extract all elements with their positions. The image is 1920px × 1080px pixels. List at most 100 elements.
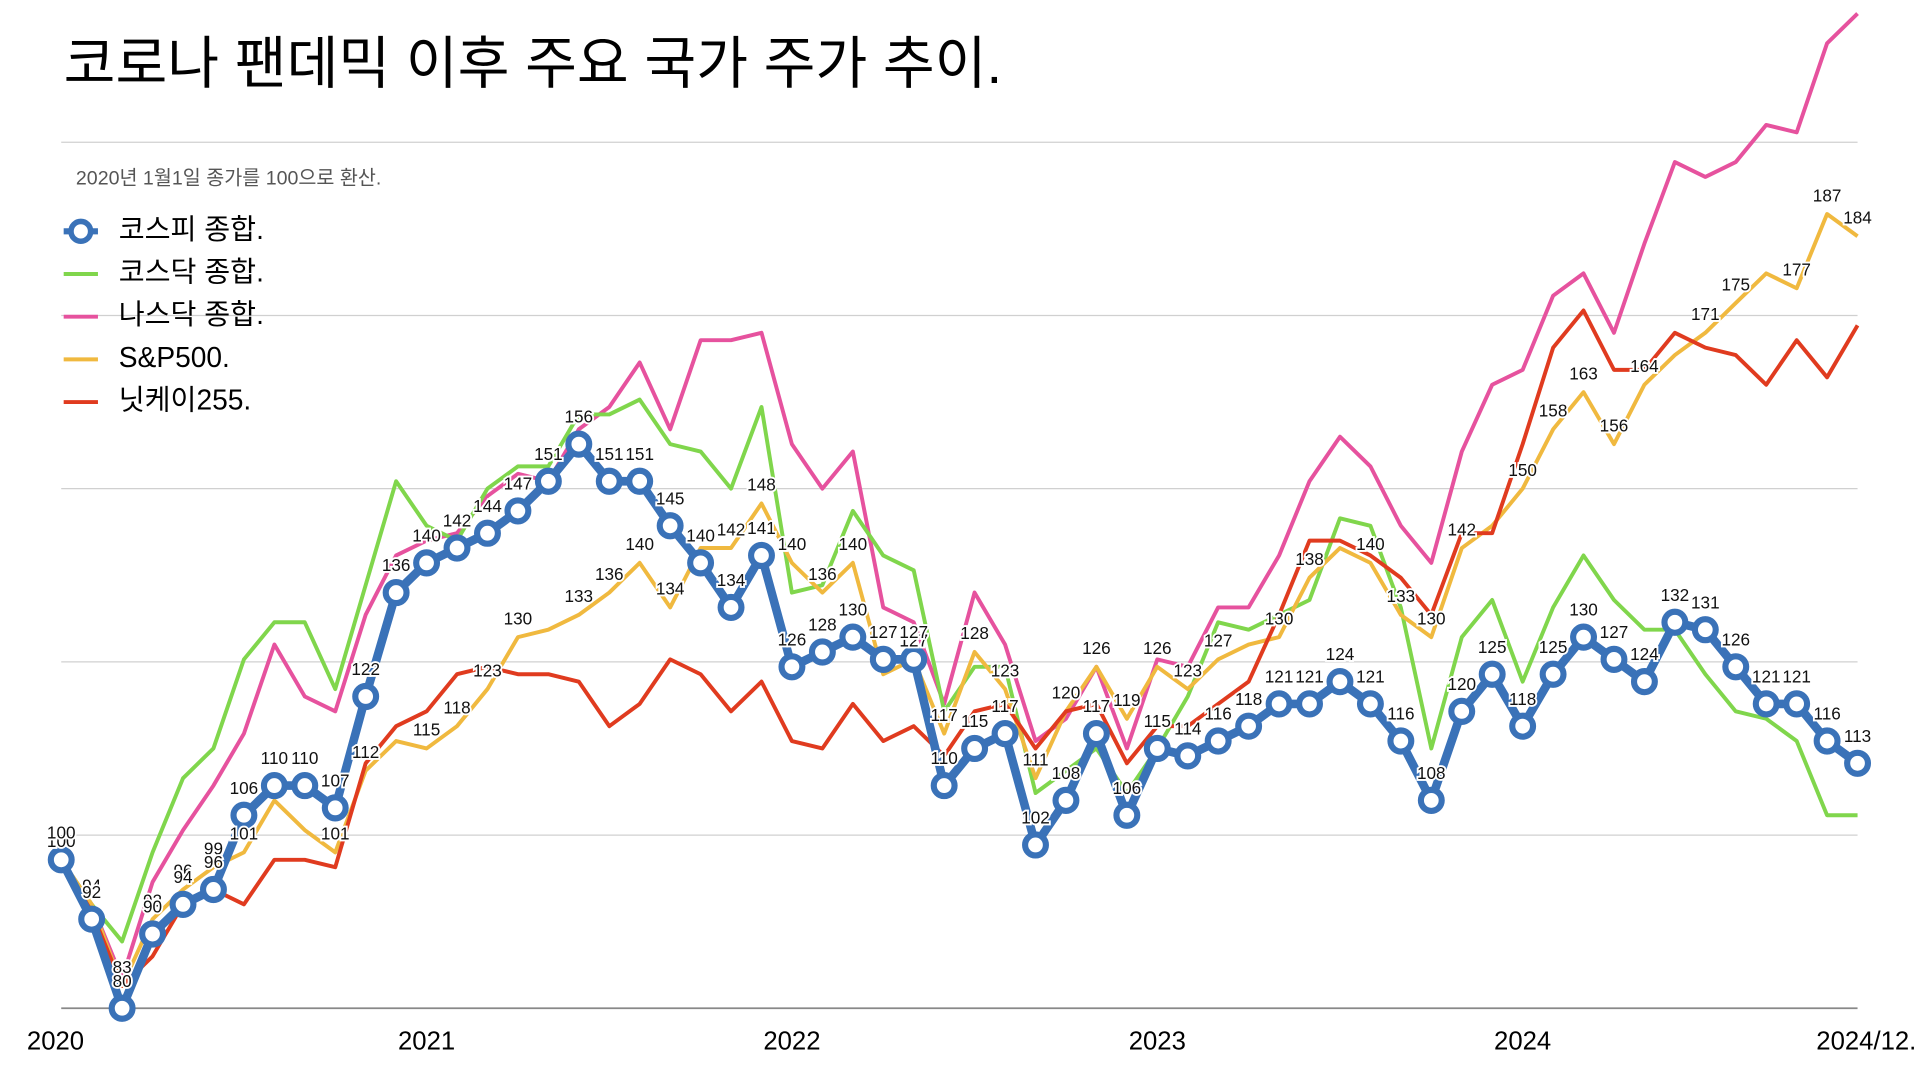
- point-marker: [717, 593, 745, 622]
- data-label: 164: [1630, 356, 1659, 376]
- point-marker: [504, 497, 532, 525]
- legend-label: 닛케이255.: [119, 383, 252, 415]
- point-marker: [352, 682, 380, 711]
- point-marker: [199, 875, 227, 904]
- point-marker: [900, 645, 928, 673]
- point-marker: [1844, 749, 1872, 777]
- legend-marker: [68, 218, 94, 245]
- data-label: 130: [839, 600, 868, 620]
- data-label: 92: [82, 882, 101, 902]
- data-label: 140: [778, 534, 807, 554]
- point-marker: [778, 653, 806, 681]
- point-marker: [1326, 668, 1354, 696]
- data-label: 108: [1052, 763, 1081, 783]
- point-marker: [1478, 660, 1506, 688]
- data-label: 123: [473, 660, 502, 680]
- data-label: 145: [656, 488, 685, 508]
- data-label: 111: [1022, 749, 1048, 769]
- data-label: 130: [1417, 608, 1446, 628]
- x-tick-label: 2023: [1129, 1028, 1186, 1056]
- data-label: 96: [204, 852, 223, 872]
- point-marker: [230, 801, 258, 829]
- x-tick-label: 2024: [1494, 1028, 1551, 1056]
- data-label: 124: [1630, 644, 1659, 664]
- data-label: 112: [352, 742, 379, 762]
- point-marker: [565, 430, 593, 458]
- point-marker: [169, 890, 197, 918]
- data-label: 130: [504, 608, 533, 628]
- point-marker: [1387, 727, 1415, 755]
- data-label: 123: [991, 660, 1020, 680]
- data-label: 120: [1052, 683, 1081, 703]
- point-marker: [382, 578, 410, 607]
- point-marker: [413, 549, 441, 577]
- data-label: 125: [1478, 637, 1507, 657]
- data-label: 187: [1813, 185, 1842, 205]
- point-marker: [1752, 690, 1780, 718]
- data-label: 136: [595, 564, 624, 584]
- data-label: 151: [625, 444, 654, 464]
- data-label: 171: [1691, 304, 1720, 324]
- x-tick-label: 2022: [763, 1028, 820, 1056]
- point-marker: [260, 771, 288, 800]
- data-label: 177: [1782, 259, 1811, 279]
- data-label: 125: [1539, 637, 1568, 657]
- point-marker: [1174, 742, 1202, 770]
- point-marker: [687, 549, 715, 577]
- point-marker: [108, 994, 136, 1022]
- data-label: 134: [717, 570, 746, 590]
- data-label: 110: [291, 748, 318, 768]
- point-marker: [656, 512, 684, 540]
- data-label: 142: [717, 519, 746, 539]
- legend-label: 나스닥 종합.: [119, 298, 264, 330]
- point-marker: [291, 771, 319, 800]
- x-tick-label: 2024/12.: [1816, 1028, 1916, 1056]
- data-label: 156: [1600, 415, 1629, 435]
- data-label: 126: [1721, 629, 1750, 649]
- x-tick-label: 2021: [398, 1028, 455, 1056]
- data-label: 140: [686, 525, 715, 545]
- data-label: 116: [1387, 704, 1414, 724]
- point-marker: [1113, 801, 1141, 829]
- legend-label: S&P500.: [119, 341, 230, 373]
- data-label: 127: [899, 622, 928, 642]
- data-label: 132: [1661, 585, 1690, 605]
- data-label: 150: [1508, 460, 1537, 480]
- data-label: 126: [1143, 638, 1172, 658]
- point-marker: [1082, 720, 1110, 748]
- point-marker: [78, 905, 106, 933]
- data-label: 107: [321, 770, 350, 790]
- data-label: 116: [1813, 704, 1840, 724]
- data-label: 94: [173, 867, 192, 887]
- data-label: 106: [230, 778, 259, 798]
- data-label: 130: [1569, 600, 1598, 620]
- point-marker: [1630, 668, 1658, 696]
- data-label: 96: [173, 861, 192, 881]
- data-label: 113: [1844, 726, 1871, 746]
- data-label: 108: [1417, 763, 1446, 783]
- data-label: 126: [778, 629, 807, 649]
- data-label: 90: [143, 897, 162, 917]
- chart-subtitle: 2020년 1월1일 종가를 100으로 환산.: [76, 168, 381, 190]
- point-marker: [534, 467, 562, 495]
- data-label: 115: [413, 720, 440, 740]
- data-label: 110: [931, 748, 958, 768]
- legend-label: 코스피 종합.: [119, 213, 264, 245]
- point-marker: [321, 794, 349, 822]
- data-label: 117: [991, 696, 1018, 716]
- data-label: 117: [1083, 696, 1110, 716]
- point-marker: [1509, 712, 1537, 740]
- data-label: 158: [1539, 400, 1568, 420]
- data-label: 128: [808, 614, 837, 634]
- point-marker: [443, 534, 471, 562]
- data-label: 127: [899, 631, 928, 651]
- legend-label: 코스닥 종합.: [119, 255, 264, 287]
- point-marker: [1539, 660, 1567, 688]
- point-marker: [808, 638, 836, 666]
- point-marker: [1661, 608, 1689, 636]
- data-label: 127: [1204, 631, 1233, 651]
- data-label: 134: [656, 579, 685, 599]
- data-label: 175: [1721, 274, 1750, 294]
- data-label: 101: [230, 824, 259, 844]
